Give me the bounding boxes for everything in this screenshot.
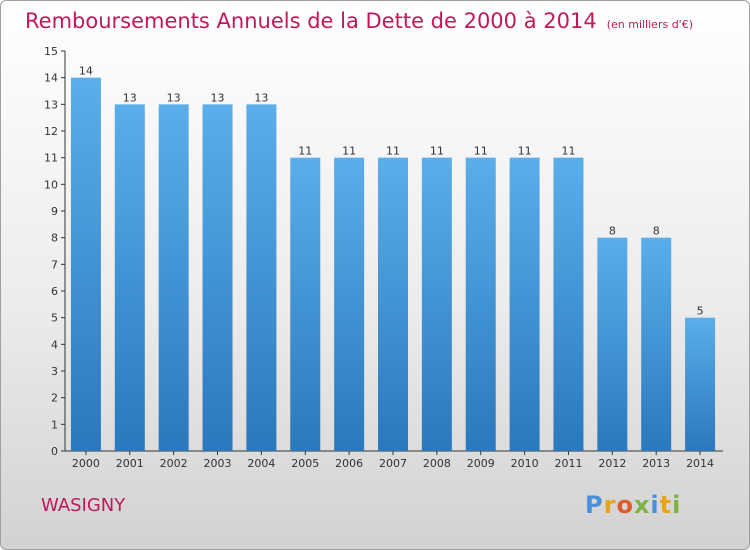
- x-tick-label: 2012: [598, 457, 626, 470]
- y-tick-label: 15: [44, 45, 58, 58]
- x-tick-label: 2004: [247, 457, 275, 470]
- x-tick-label: 2009: [467, 457, 495, 470]
- y-tick-label: 3: [51, 365, 58, 378]
- logo-letter: t: [659, 491, 673, 519]
- x-tick-label: 2010: [511, 457, 539, 470]
- logo-letter: o: [616, 491, 634, 519]
- chart-title-text: Remboursements Annuels de la Dette de 20…: [25, 9, 597, 33]
- x-tick-label: 2003: [204, 457, 232, 470]
- bar-2008: [421, 157, 452, 451]
- y-tick-label: 13: [44, 98, 58, 111]
- y-tick-label: 4: [51, 338, 58, 351]
- x-tick-label: 2005: [291, 457, 319, 470]
- x-tick-label: 2013: [642, 457, 670, 470]
- y-tick-label: 10: [44, 178, 58, 191]
- data-label-2004: 13: [254, 91, 268, 104]
- data-label-2008: 11: [430, 145, 444, 158]
- y-tick-label: 7: [51, 258, 58, 271]
- x-tick-label: 2002: [160, 457, 188, 470]
- x-tick-label: 2001: [116, 457, 144, 470]
- logo-letter: i: [672, 491, 682, 519]
- y-tick-label: 5: [51, 312, 58, 325]
- data-label-2014: 5: [697, 305, 704, 318]
- data-label-2002: 13: [167, 91, 181, 104]
- bar-2000: [70, 77, 101, 452]
- y-tick-label: 6: [51, 285, 58, 298]
- bar-2012: [597, 237, 628, 451]
- bar-2004: [246, 104, 277, 451]
- bar-2001: [114, 104, 145, 451]
- x-tick-label: 2007: [379, 457, 407, 470]
- data-label-2009: 11: [474, 145, 488, 158]
- place-name: WASIGNY: [41, 495, 126, 516]
- data-label-2013: 8: [653, 225, 660, 238]
- logo-letter: i: [650, 491, 660, 519]
- y-tick-label: 9: [51, 205, 58, 218]
- bar-2011: [553, 157, 584, 451]
- proxiti-logo: Proxiti: [585, 491, 681, 519]
- bar-2007: [378, 157, 408, 451]
- data-label-2003: 13: [211, 91, 225, 104]
- logo-letter: P: [585, 491, 604, 519]
- x-tick-label: 2006: [335, 457, 363, 470]
- logo-letter: x: [633, 491, 651, 519]
- data-label-2005: 11: [298, 145, 312, 158]
- bar-2009: [465, 157, 496, 451]
- y-tick-label: 14: [44, 72, 58, 85]
- x-tick-label: 2011: [554, 457, 582, 470]
- x-tick-label: 2014: [686, 457, 714, 470]
- y-tick-label: 12: [44, 125, 58, 138]
- chart-title: Remboursements Annuels de la Dette de 20…: [25, 9, 693, 33]
- bar-2005: [290, 157, 321, 451]
- data-label-2000: 14: [79, 65, 93, 78]
- y-tick-label: 2: [51, 392, 58, 405]
- bar-2006: [334, 157, 365, 451]
- logo-letter: r: [603, 491, 617, 519]
- data-label-2011: 11: [561, 145, 575, 158]
- bar-2014: [685, 317, 716, 451]
- data-label-2001: 13: [123, 91, 137, 104]
- chart-bars: 14 13 13 13 13 11 11 11 11 11 11 11 8 8 5: [70, 65, 716, 452]
- data-label-2007: 11: [386, 145, 400, 158]
- bar-2003: [202, 104, 233, 451]
- y-tick-label: 1: [51, 418, 58, 431]
- x-tick-label: 2000: [72, 457, 100, 470]
- data-label-2010: 11: [518, 145, 532, 158]
- data-label-2006: 11: [342, 145, 356, 158]
- bar-2010: [509, 157, 540, 451]
- y-tick-label: 8: [51, 232, 58, 245]
- bar-2013: [641, 237, 672, 451]
- x-tick-label: 2008: [423, 457, 451, 470]
- y-tick-label: 0: [51, 445, 58, 458]
- data-label-2012: 8: [609, 225, 616, 238]
- y-tick-label: 11: [44, 152, 58, 165]
- bar-2002: [158, 104, 189, 451]
- chart-subtitle: (en milliers d'€): [606, 18, 693, 31]
